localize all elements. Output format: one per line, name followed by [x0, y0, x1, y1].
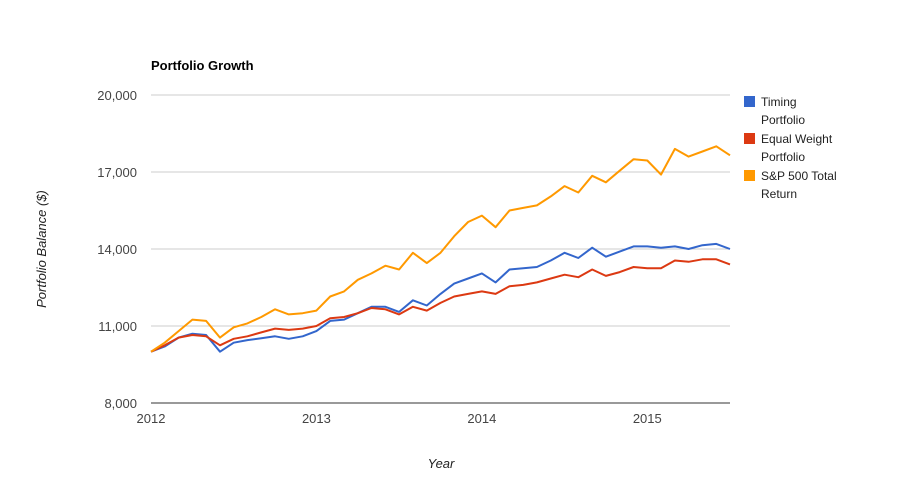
grid	[151, 94, 730, 404]
legend: Timing Portfolio Equal Weight Portfolio S&P …	[744, 95, 837, 201]
legend-label-2: Equal Weight Portfolio	[761, 132, 833, 164]
series-lines	[150, 145, 731, 353]
y-axis-title: Portfolio Balance ($)	[34, 190, 49, 308]
y-tick-label: 11,000	[98, 319, 137, 334]
y-tick-label: 20,000	[97, 88, 137, 103]
x-tick-label: 2012	[137, 411, 166, 426]
y-tick-label: 8,000	[104, 396, 137, 411]
y-axis-ticks: 8,000 11,000 14,000 17,000 20,000	[97, 88, 137, 411]
x-tick-label: 2014	[467, 411, 496, 426]
series-line-2	[150, 258, 731, 353]
x-axis-ticks: 2012 2013 2014 2015	[137, 411, 662, 426]
y-tick-label: 17,000	[97, 165, 137, 180]
y-tick-label: 14,000	[97, 242, 137, 257]
legend-label-3: S&P 500 Total Return	[761, 169, 837, 201]
x-tick-label: 2015	[633, 411, 662, 426]
series-line-1	[150, 242, 731, 353]
legend-label-1: Timing Portfolio	[761, 95, 805, 127]
legend-swatch-2	[744, 133, 755, 144]
legend-swatch-1	[744, 96, 755, 107]
legend-swatch-3	[744, 170, 755, 181]
chart-title: Portfolio Growth	[151, 58, 254, 73]
x-tick-label: 2013	[302, 411, 331, 426]
x-axis-title: Year	[428, 456, 455, 471]
series-line-3	[150, 145, 731, 353]
